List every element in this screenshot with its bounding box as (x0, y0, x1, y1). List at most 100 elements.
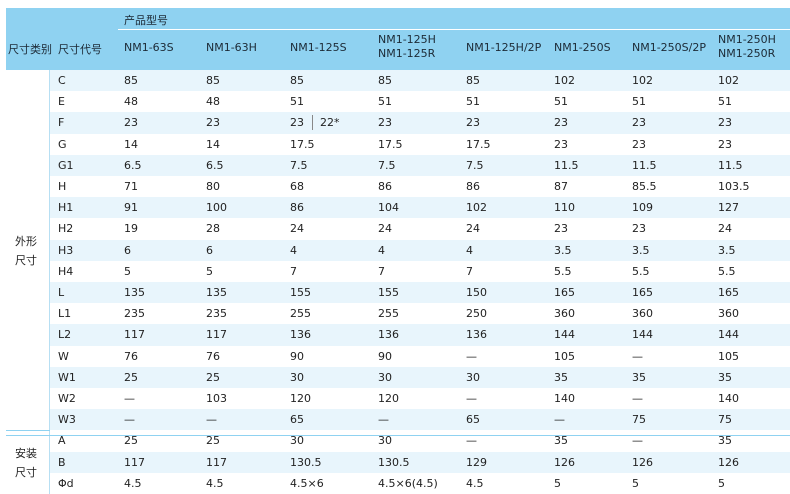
value-cell: 109 (632, 201, 653, 215)
header-divider (118, 29, 790, 30)
value-cell: 165 (632, 286, 653, 299)
value-cell: 23 (554, 137, 568, 151)
value-cell: 24 (378, 222, 392, 236)
size-code-cell: A (58, 434, 66, 448)
value-cell: 136 (378, 328, 399, 342)
value-cell: 130.5 (378, 455, 410, 469)
value-cell: — (554, 413, 565, 427)
table-row: W1 25 25 30 30 30 35 35 35 (50, 366, 790, 388)
value-cell: 6 (206, 243, 213, 257)
alternate-value-cell: 22* (320, 116, 340, 130)
value-cell: 235 (124, 307, 145, 321)
value-cell: 23 (632, 222, 646, 236)
group-label-line2: 尺寸 (15, 254, 37, 268)
value-cell: 5 (206, 264, 213, 278)
value-cell: 65 (290, 413, 304, 427)
value-cell: 51 (290, 95, 304, 109)
value-cell: 155 (290, 286, 311, 299)
value-cell: 68 (290, 180, 304, 193)
value-cell: 30 (290, 434, 304, 448)
value-cell: 6.5 (206, 158, 224, 172)
value-cell: 25 (206, 370, 220, 384)
value-cell: 120 (290, 392, 311, 405)
size-code-cell: L (58, 286, 65, 299)
value-cell: 103.5 (718, 180, 750, 193)
value-cell: 35 (718, 434, 732, 448)
table-bottom-border (6, 435, 790, 436)
value-cell: 17.5 (466, 137, 491, 151)
value-cell: 102 (632, 74, 653, 87)
value-cell: 150 (466, 286, 487, 299)
value-cell: 51 (632, 95, 646, 109)
model-header-5: NM1-125H/2P (466, 41, 542, 54)
value-cell: 4 (378, 243, 385, 257)
value-cell: 51 (378, 95, 392, 109)
value-cell: 80 (206, 180, 220, 193)
value-cell: 11.5 (632, 158, 657, 172)
table-row: G 14 14 17.5 17.5 17.5 23 23 23 (50, 133, 790, 155)
value-cell: — (632, 434, 643, 448)
value-cell: 86 (290, 201, 304, 215)
value-cell: 24 (718, 222, 732, 236)
value-cell: — (124, 392, 135, 405)
value-cell: 23 (718, 116, 732, 130)
value-cell: 86 (466, 180, 480, 193)
value-cell: 105 (718, 349, 739, 363)
value-cell: 85 (378, 74, 392, 87)
value-cell: 117 (206, 328, 227, 342)
value-cell: 35 (554, 370, 568, 384)
model-header-3: NM1-125S (290, 41, 347, 54)
value-cell: 5 (554, 476, 561, 490)
value-cell: 51 (718, 95, 732, 109)
table-row: Φd 4.5 4.5 4.5×6 4.5×6(4.5) 4.5 5 5 5 (50, 472, 790, 494)
value-cell: 235 (206, 307, 227, 321)
value-cell: 28 (206, 222, 220, 236)
size-code-cell: W (58, 349, 69, 363)
value-cell: 90 (378, 349, 392, 363)
cell-divider (312, 115, 313, 131)
value-cell: 7 (378, 264, 385, 278)
value-cell: 110 (554, 201, 575, 215)
value-cell: 85 (124, 74, 138, 87)
value-cell: 4.5 (206, 476, 224, 490)
value-cell: 7.5 (290, 158, 308, 172)
value-cell: 75 (632, 413, 646, 427)
value-cell: 85 (466, 74, 480, 87)
size-code-cell: W2 (58, 392, 76, 405)
value-cell: 102 (718, 74, 739, 87)
value-cell: 255 (378, 307, 399, 321)
group-column-divider (49, 70, 50, 494)
value-cell: 103 (206, 392, 227, 405)
value-cell: — (124, 413, 135, 427)
value-cell: 144 (554, 328, 575, 342)
value-cell: 250 (466, 307, 487, 321)
table-row: H2 19 28 24 24 24 23 23 24 (50, 218, 790, 240)
value-cell: 126 (632, 455, 653, 469)
value-cell: 126 (718, 455, 739, 469)
value-cell: 360 (554, 307, 575, 321)
table-row: G1 6.5 6.5 7.5 7.5 7.5 11.5 11.5 11.5 (50, 154, 790, 176)
value-cell: 14 (206, 137, 220, 151)
value-cell: 25 (124, 370, 138, 384)
value-cell: 4 (466, 243, 473, 257)
value-cell: 23 (554, 116, 568, 130)
group-label-line1: 外形 (15, 235, 37, 249)
value-cell: 255 (290, 307, 311, 321)
table-row: L 135 135 155 155 150 165 165 165 (50, 282, 790, 304)
group-divider (6, 430, 50, 432)
model-header-8-line2: NM1-250R (718, 47, 776, 60)
value-cell: 6.5 (124, 158, 142, 172)
model-header-4-line2: NM1-125R (378, 47, 436, 60)
value-cell: 17.5 (290, 137, 315, 151)
size-code-cell: L2 (58, 328, 72, 342)
value-cell: 7 (466, 264, 473, 278)
value-cell: 4.5×6(4.5) (378, 476, 438, 490)
size-code-cell: F (58, 116, 65, 130)
value-cell: 135 (206, 286, 227, 299)
value-cell: 24 (466, 222, 480, 236)
value-cell: 30 (466, 370, 480, 384)
value-cell: 7.5 (378, 158, 396, 172)
size-code-cell: H3 (58, 243, 74, 257)
size-code-cell: L1 (58, 307, 72, 321)
value-cell: 4.5 (466, 476, 484, 490)
